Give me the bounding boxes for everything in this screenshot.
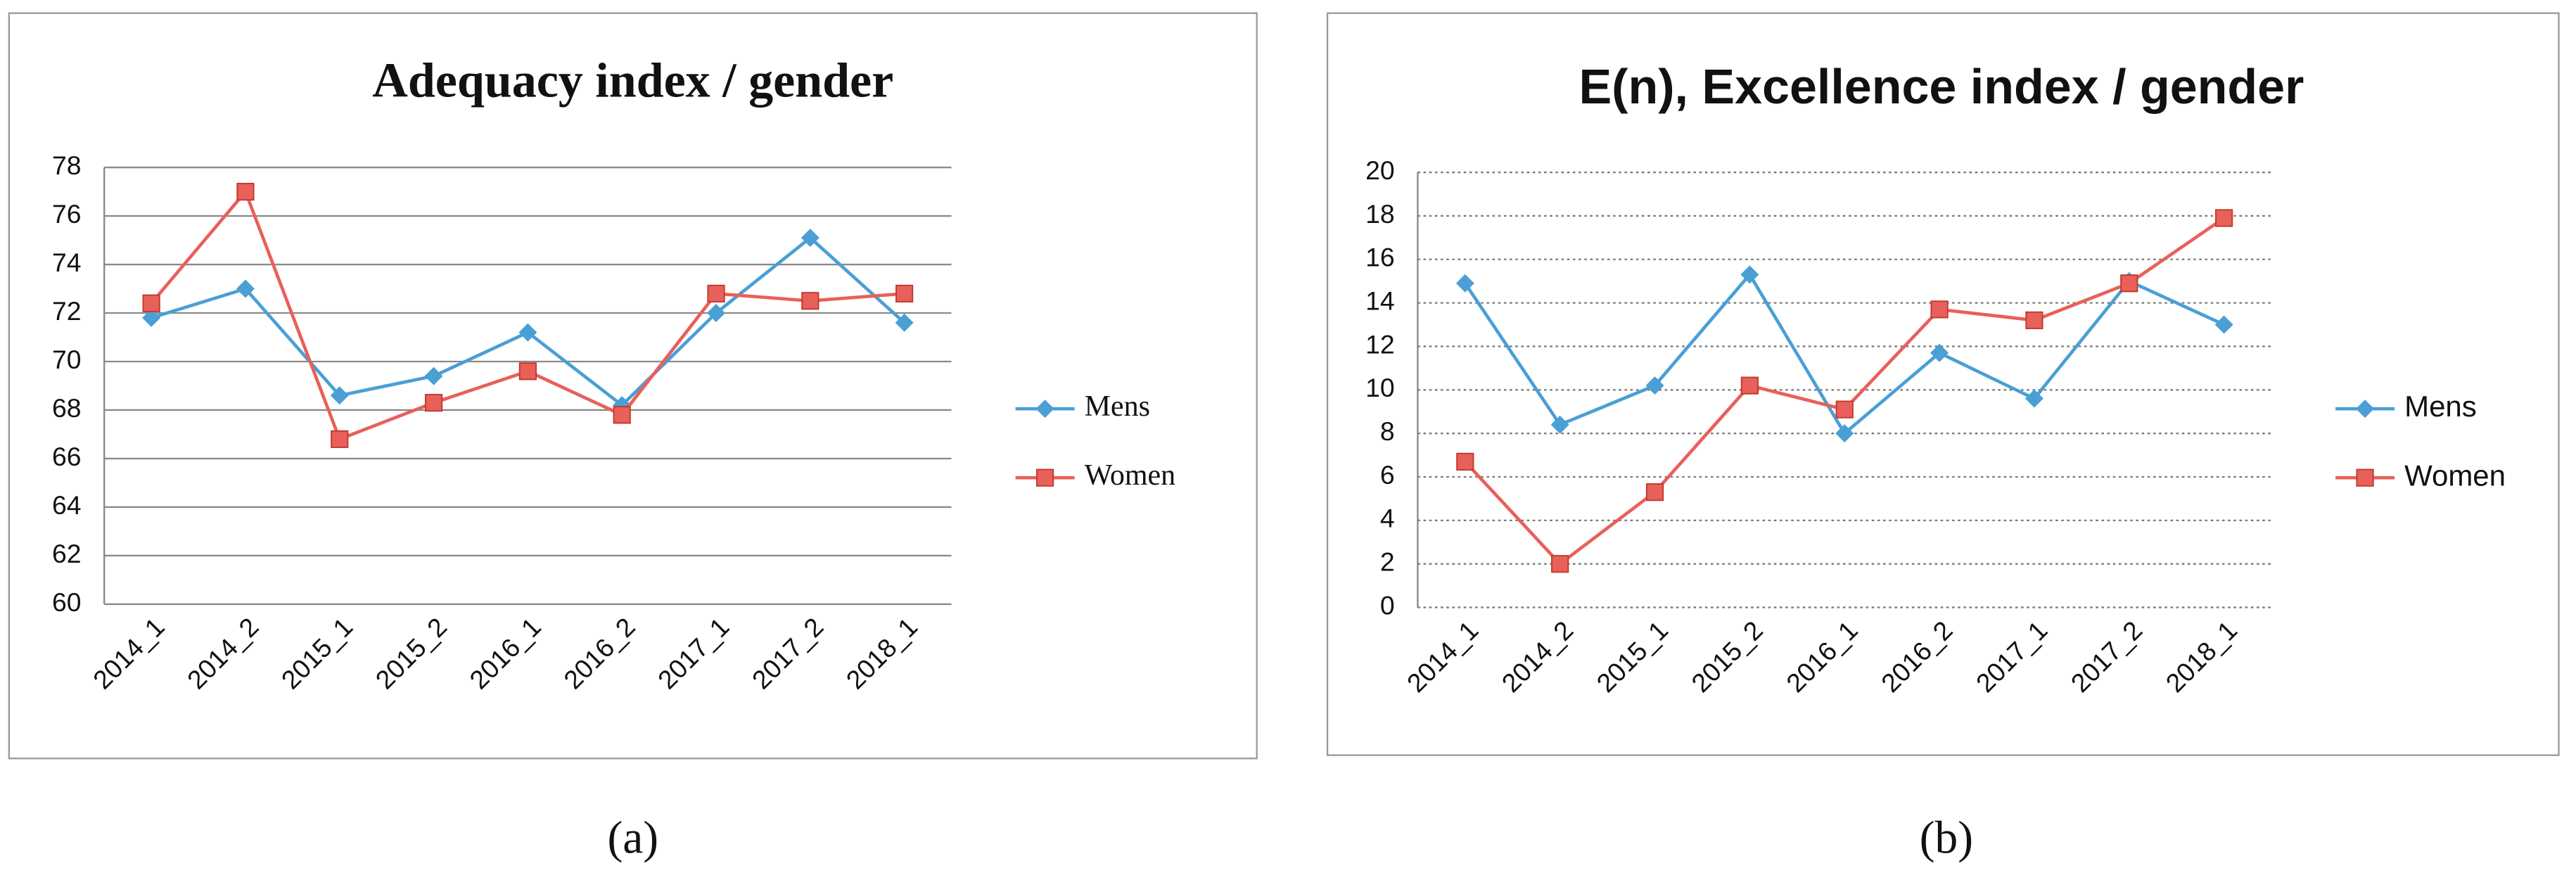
data-point [895, 284, 914, 303]
y-tick-label: 20 [1365, 155, 1395, 185]
data-point [236, 182, 255, 201]
caption: (b) [1920, 812, 1973, 863]
data-point [518, 362, 537, 381]
y-tick-label: 64 [52, 490, 82, 520]
legend-marker [2356, 400, 2375, 419]
data-point [1930, 300, 1949, 319]
y-tick-label: 8 [1380, 416, 1395, 446]
y-tick-label: 4 [1380, 504, 1395, 533]
chart-title: E(n), Excellence index / gender [1579, 59, 2304, 114]
legend-label: Mens [2404, 390, 2477, 423]
data-point [1551, 555, 1569, 573]
legend-marker [1035, 468, 1054, 487]
data-point [801, 229, 820, 248]
data-point [1740, 376, 1759, 395]
data-point [1455, 274, 1474, 293]
data-point [424, 394, 443, 412]
data-point [236, 279, 255, 298]
y-tick-label: 6 [1380, 460, 1395, 490]
caption: (a) [607, 812, 658, 863]
y-tick-label: 72 [52, 296, 82, 326]
y-tick-label: 70 [52, 345, 82, 374]
chart-title: Adequacy index / gender [372, 53, 893, 108]
y-tick-label: 60 [52, 587, 82, 617]
y-tick-label: 76 [52, 199, 82, 229]
y-tick-label: 78 [52, 151, 82, 180]
legend-label: Women [2404, 459, 2506, 492]
data-point [1930, 343, 1949, 362]
legend-marker [1035, 400, 1054, 419]
data-point [1740, 265, 1759, 284]
data-point [801, 292, 820, 310]
data-point [2025, 311, 2043, 329]
data-point [518, 323, 537, 342]
data-point [142, 308, 161, 327]
legend-label: Women [1085, 459, 1176, 492]
legend-label: Mens [1085, 390, 1150, 423]
data-point [1456, 452, 1474, 471]
data-point [1550, 415, 1569, 434]
data-point [142, 294, 160, 312]
y-tick-label: 12 [1365, 329, 1395, 359]
y-tick-label: 14 [1365, 286, 1395, 315]
data-point [895, 313, 914, 332]
data-point [2214, 315, 2233, 334]
data-point [2215, 209, 2233, 227]
y-tick-label: 18 [1365, 199, 1395, 229]
data-point [707, 284, 725, 303]
chart-frame [8, 12, 1258, 760]
y-tick-label: 10 [1365, 373, 1395, 402]
data-point [424, 366, 443, 385]
y-tick-label: 68 [52, 393, 82, 423]
data-point [613, 406, 631, 424]
data-point [331, 430, 349, 448]
data-point [1835, 400, 1854, 419]
legend-marker [2356, 468, 2374, 487]
data-point [330, 386, 349, 405]
y-tick-label: 62 [52, 539, 82, 568]
y-tick-label: 74 [52, 248, 82, 277]
data-point [2025, 389, 2043, 408]
data-point [707, 304, 725, 322]
data-point [1645, 376, 1664, 395]
data-point [1645, 483, 1664, 502]
y-tick-label: 16 [1365, 243, 1395, 272]
data-point [1835, 424, 1854, 443]
data-point [2120, 274, 2138, 293]
y-tick-label: 0 [1380, 590, 1395, 620]
y-tick-label: 66 [52, 442, 82, 471]
y-tick-label: 2 [1380, 547, 1395, 577]
